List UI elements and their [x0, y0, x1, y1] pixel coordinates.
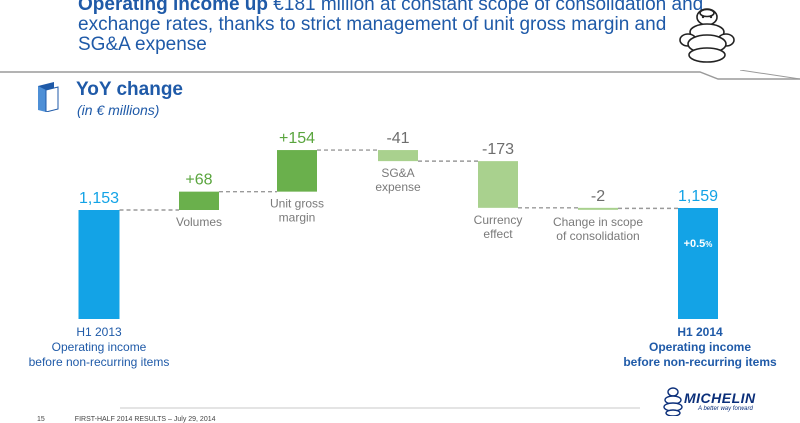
chapter-marker-icon	[38, 82, 59, 112]
page-number: 15	[37, 416, 45, 423]
logo-wordmark: MICHELIN	[684, 390, 756, 406]
category-label: SG&A	[381, 166, 414, 180]
data-label: 1,159	[678, 188, 718, 205]
category-label: before non-recurring items	[29, 355, 170, 369]
category-label: Unit gross	[270, 197, 324, 211]
waterfall-bar	[277, 150, 317, 192]
waterfall-bar	[78, 210, 120, 319]
data-label: +68	[185, 172, 212, 189]
category-label: H1 2014	[677, 325, 723, 339]
data-label: -41	[386, 130, 409, 147]
data-label: -173	[482, 141, 514, 158]
category-label: Currency	[474, 213, 523, 227]
category-label: Operating income	[52, 340, 147, 354]
waterfall-bar	[578, 207, 618, 210]
logo-mascot-icon	[663, 387, 683, 416]
category-label: Change in scope	[553, 215, 643, 229]
change-badge: +0.5%	[684, 238, 713, 250]
waterfall-bar	[678, 208, 718, 319]
headline-bold: Operating income up	[78, 0, 269, 15]
logo-tagline: A better way forward	[698, 406, 753, 412]
bibendum-mascot-icon	[679, 8, 735, 63]
michelin-logo: MICHELIN A better way forward	[662, 386, 772, 416]
waterfall-bar	[478, 161, 518, 208]
category-label: margin	[279, 211, 316, 225]
footer-text: FIRST-HALF 2014 RESULTS – July 29, 2014	[74, 416, 216, 423]
waterfall-bar	[179, 191, 219, 210]
data-label: -2	[591, 188, 605, 205]
section-subtitle: (in € millions)	[77, 102, 160, 118]
category-label: H1 2013	[76, 325, 122, 339]
category-label: effect	[483, 227, 513, 241]
section-title: YoY change	[76, 79, 183, 100]
data-label: 1,153	[79, 190, 119, 207]
headline-rest: €181 million at constant scope of consol…	[78, 0, 704, 55]
category-label: before non-recurring items	[623, 355, 777, 369]
headline: Operating income up €181 million at cons…	[78, 0, 718, 55]
footer: 15 FIRST-HALF 2014 RESULTS – July 29, 201…	[37, 416, 216, 423]
data-label: +154	[279, 130, 315, 147]
header-divider	[0, 70, 800, 80]
category-label: Operating income	[649, 340, 751, 354]
category-label: of consolidation	[556, 229, 639, 243]
category-label: expense	[375, 180, 421, 194]
category-label: Volumes	[176, 215, 222, 229]
waterfall-bar	[378, 150, 418, 162]
